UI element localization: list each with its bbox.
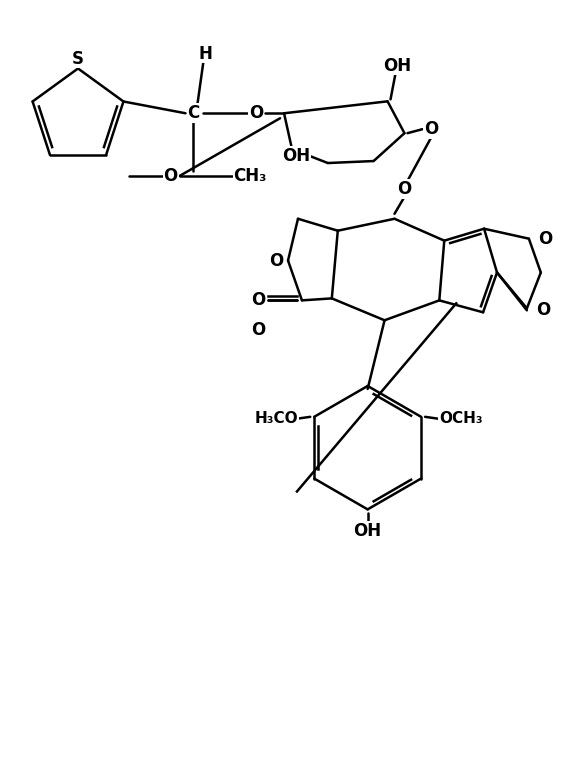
Text: O: O [424,120,439,138]
Text: O: O [251,321,265,339]
Text: O: O [397,180,412,198]
Text: S: S [72,49,84,68]
Text: OH: OH [383,56,412,74]
Text: OCH₃: OCH₃ [439,411,483,426]
Text: O: O [538,230,552,248]
Text: O: O [163,167,178,185]
Text: O: O [251,291,265,309]
Text: C: C [187,104,199,122]
Text: H: H [198,45,212,62]
Text: O: O [536,301,550,319]
Text: CH₃: CH₃ [233,167,267,185]
Text: O: O [249,104,263,122]
Text: OH: OH [282,147,310,165]
Text: H₃CO: H₃CO [254,411,298,426]
Text: OH: OH [353,522,381,540]
Text: O: O [269,252,283,270]
